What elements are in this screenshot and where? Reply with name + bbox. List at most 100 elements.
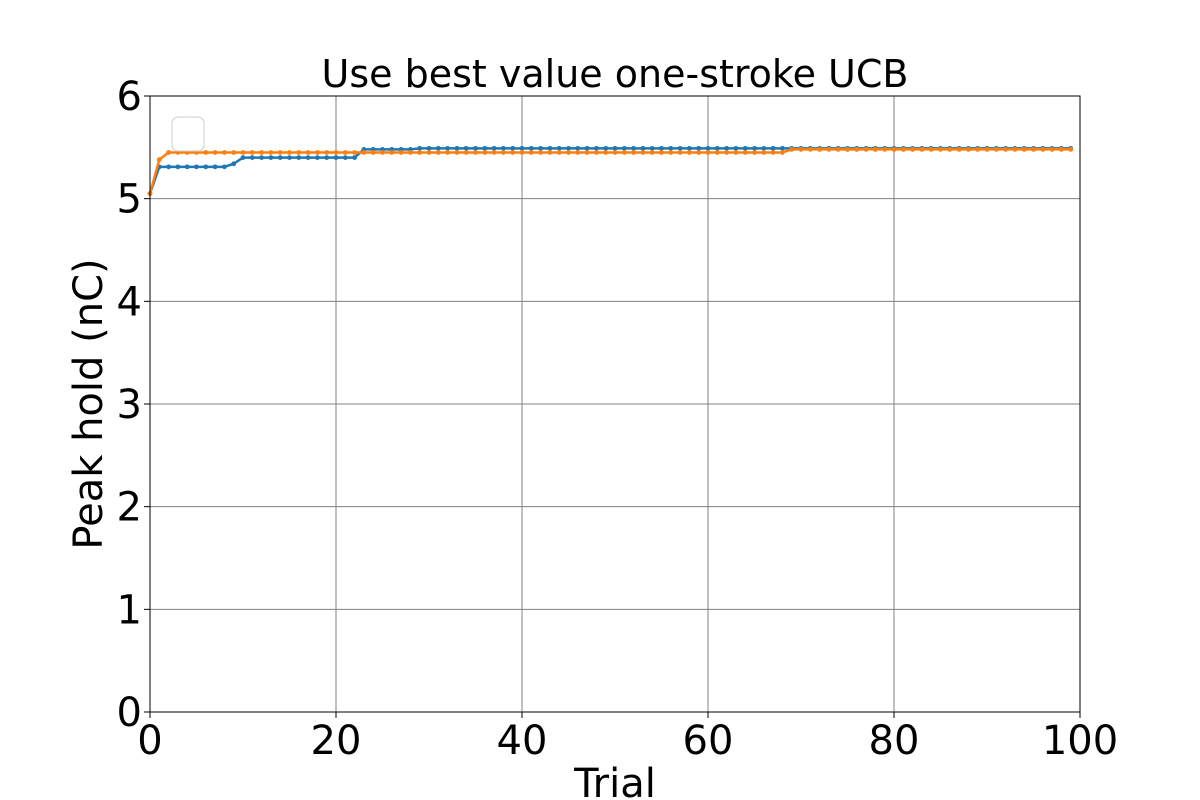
y-tick-label: 3	[117, 382, 142, 428]
series-1-point	[538, 145, 543, 151]
series-1-point	[612, 145, 618, 151]
series-2-point	[166, 150, 172, 155]
series-2-point	[268, 150, 274, 155]
series-2-point	[733, 150, 739, 155]
series-2-point	[259, 150, 264, 155]
series-1-point	[556, 145, 562, 151]
series-2-point	[240, 150, 246, 155]
series-1-point	[352, 155, 357, 161]
series-2-point	[556, 150, 562, 155]
series-2-point	[854, 146, 860, 152]
series-2-point	[742, 150, 748, 155]
series-1-point	[659, 145, 664, 151]
series-2-point	[603, 150, 609, 155]
series-1-point	[212, 164, 218, 170]
series-2-point	[296, 150, 302, 155]
series-1-point	[342, 155, 348, 161]
series-2-point	[649, 150, 655, 155]
series-2-point	[584, 150, 590, 155]
series-2-point	[417, 150, 423, 155]
series-1-point	[547, 145, 553, 151]
series-2-point	[826, 146, 832, 152]
series-2-point	[947, 146, 953, 152]
series-1-point	[315, 155, 320, 161]
x-tick-label: 80	[869, 718, 920, 764]
series-2-point	[1040, 146, 1046, 152]
series-2-point	[956, 146, 962, 152]
series-1-point	[249, 155, 255, 161]
series-2-point	[305, 150, 311, 155]
series-2-point	[287, 150, 292, 155]
series-2-point	[687, 150, 692, 155]
series-2-point	[324, 150, 330, 155]
series-1-point	[519, 145, 525, 151]
y-tick-label: 0	[117, 690, 142, 736]
series-2-point	[463, 150, 469, 155]
series-1-point	[510, 145, 516, 151]
series-1-point	[603, 145, 609, 151]
series-2-point	[575, 150, 581, 155]
series-2-point	[249, 150, 255, 155]
series-1-point	[696, 145, 702, 151]
series-2-point	[612, 150, 618, 155]
series-1-point	[705, 145, 711, 151]
series-1-point	[724, 145, 729, 151]
series-2-point	[212, 150, 218, 155]
series-2-point	[761, 150, 767, 155]
series-1-point	[780, 145, 785, 151]
series-2-point	[1031, 146, 1036, 152]
series-1-point	[677, 145, 683, 151]
series-2-point	[975, 146, 981, 152]
series-1-point	[426, 145, 432, 151]
series-2-point	[835, 146, 841, 152]
series-2-point	[1021, 146, 1027, 152]
series-2-point	[705, 150, 711, 155]
series-2-point	[696, 150, 702, 155]
series-2-point	[426, 150, 432, 155]
series-2-point	[621, 150, 627, 155]
y-tick-label: 6	[117, 74, 142, 120]
series-1-point	[668, 145, 674, 151]
y-tick-label: 1	[117, 587, 142, 633]
series-2-point	[342, 150, 348, 155]
series-2-point	[966, 146, 971, 152]
series-2-point	[398, 150, 404, 155]
series-1-point	[166, 164, 172, 170]
series-1-point	[454, 145, 460, 151]
series-1-point	[203, 164, 209, 170]
series-1-point	[594, 145, 599, 151]
series-2-point	[435, 150, 441, 155]
series-2-point	[863, 146, 869, 152]
series-1-point	[305, 155, 311, 161]
series-1-point	[445, 145, 450, 151]
series-1-point	[417, 145, 423, 151]
series-2-point	[482, 150, 488, 155]
series-2-point	[1059, 146, 1064, 152]
series-2-point	[752, 150, 757, 155]
series-1-point	[640, 145, 646, 151]
series-2-point	[510, 150, 516, 155]
series-2-point	[900, 146, 906, 152]
series-1-point	[333, 155, 339, 161]
series-2-point	[333, 150, 339, 155]
series-1-point	[259, 155, 264, 161]
series-1-point	[175, 164, 181, 170]
chart-title: Use best value one-stroke UCB	[322, 52, 909, 96]
series-2-point	[547, 150, 553, 155]
series-1-point	[687, 145, 692, 151]
series-2-point	[231, 150, 237, 155]
series-lines	[147, 145, 1074, 196]
series-2-point	[380, 150, 385, 155]
series-2-point	[938, 146, 943, 152]
x-tick-label: 100	[1042, 718, 1118, 764]
legend-box	[171, 116, 205, 152]
series-2-point	[807, 146, 813, 152]
series-2-point	[677, 150, 683, 155]
series-1-point	[491, 145, 497, 151]
series-2-point	[445, 150, 450, 155]
series-1-point	[184, 164, 190, 170]
series-2-point	[984, 146, 990, 152]
series-2-point	[501, 150, 506, 155]
series-1-point	[733, 145, 739, 151]
